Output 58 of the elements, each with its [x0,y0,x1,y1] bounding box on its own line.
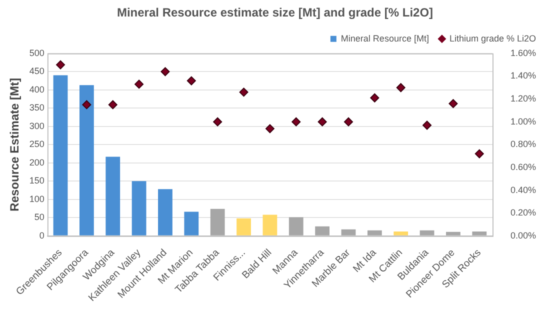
chart-title: Mineral Resource estimate size [Mt] and grade [% Li2O] [116,6,434,20]
point [186,76,196,86]
point [318,117,327,126]
y-tick-label: 200 [29,157,44,168]
y-tick-label: 350 [29,102,44,113]
bar [394,232,408,236]
point [370,93,380,102]
bar [420,230,434,236]
bar [184,212,199,236]
y2-tick-label: 0.40% [510,184,536,195]
bar [262,214,278,236]
point [422,120,432,130]
y2-tick-label: 0.20% [510,208,536,218]
y-tick-label: 0 [39,230,44,240]
y-tick-label: 300 [29,120,44,131]
legend-label: Lithium grade % Li2O [449,33,536,44]
bar [236,218,251,236]
y-tick-label: 400 [29,84,44,94]
y2-tick-label: 0.60% [510,162,536,172]
y-tick-label: 500 [29,48,44,58]
point [396,83,406,92]
y2-tick-label: 1.00% [510,116,536,126]
point [344,117,353,126]
point [134,80,144,89]
bar [341,229,356,236]
y-tick-label: 150 [29,176,44,186]
y2-tick-label: 1.40% [510,70,536,81]
point [474,149,484,158]
point [448,99,458,108]
y-tick-label: 450 [29,66,44,76]
y2-tick-label: 1.20% [510,94,536,104]
bar [210,208,225,236]
bar [53,75,68,236]
bar [472,232,487,236]
point [265,124,274,134]
bar [106,156,120,236]
bar [288,217,304,236]
y-axis-title: Resource Estimate [Mt] [8,78,22,212]
point [239,88,248,97]
bar [79,85,94,236]
y-tick-label: 50 [34,212,44,222]
point [292,117,301,126]
bar [446,232,460,236]
y2-tick-label: 1.60% [510,48,536,58]
bar [158,189,172,236]
bar [132,181,146,236]
point [82,100,92,110]
y-tick-label: 100 [29,194,44,204]
legend-label: Mineral Resource [Mt] [340,33,429,44]
point [108,100,118,110]
y-tick-label: 250 [29,139,44,150]
y2-tick-label: 0.00% [510,230,536,240]
y2-tick-label: 0.80% [510,139,536,150]
point [213,117,222,126]
bar [367,230,382,236]
bar [315,226,330,236]
point [160,67,170,76]
point [56,60,66,70]
